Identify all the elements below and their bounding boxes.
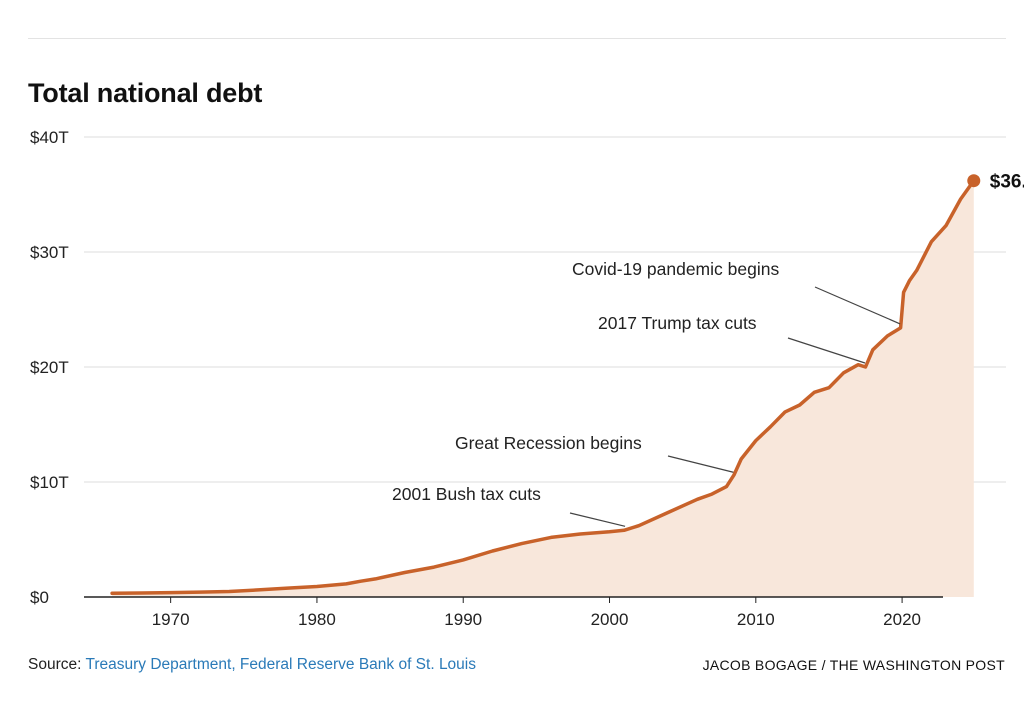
annotation-leader [787, 337, 866, 364]
latest-value-label: $36.2T [990, 172, 1024, 193]
chart-title: Total national debt [28, 78, 263, 108]
y-axis-ticks: $0 $10T $20T $30T $40T [30, 128, 69, 607]
y-tick-label: $20T [30, 358, 69, 377]
annotations: 2001 Bush tax cuts Great Recession begins… [392, 259, 901, 527]
annotation-label: Covid-19 pandemic begins [572, 259, 779, 279]
x-tick-label: 1980 [298, 610, 336, 629]
y-tick-label: $40T [30, 128, 69, 147]
annotation-leader [667, 455, 734, 473]
annotation-label: Great Recession begins [455, 433, 642, 453]
x-axis-ticks: 1970 1980 1990 2000 2010 2020 [152, 597, 921, 629]
annotation-leader [569, 512, 626, 527]
x-tick-label: 2010 [737, 610, 775, 629]
x-tick-label: 2020 [883, 610, 921, 629]
source-prefix: Source: [28, 656, 86, 673]
x-tick-label: 1990 [444, 610, 482, 629]
debt-series-line [110, 178, 976, 596]
annotation-label: 2017 Trump tax cuts [598, 313, 757, 333]
debt-area-fill [112, 180, 974, 597]
x-tick-label: 1970 [152, 610, 190, 629]
y-tick-label: $30T [30, 243, 69, 262]
annotation-leader [814, 286, 901, 325]
annotation-label: 2001 Bush tax cuts [392, 484, 541, 504]
latest-value-marker [967, 174, 981, 188]
source-link[interactable]: Treasury Department, Federal Reserve Ban… [85, 656, 476, 673]
y-tick-label: $0 [30, 588, 49, 607]
source-note: Source: Treasury Department, Federal Res… [28, 656, 476, 674]
x-tick-label: 2000 [591, 610, 629, 629]
byline-credit: JACOB BOGAGE / THE WASHINGTON POST [702, 657, 1005, 673]
y-tick-label: $10T [30, 473, 69, 492]
top-divider [28, 38, 1006, 39]
